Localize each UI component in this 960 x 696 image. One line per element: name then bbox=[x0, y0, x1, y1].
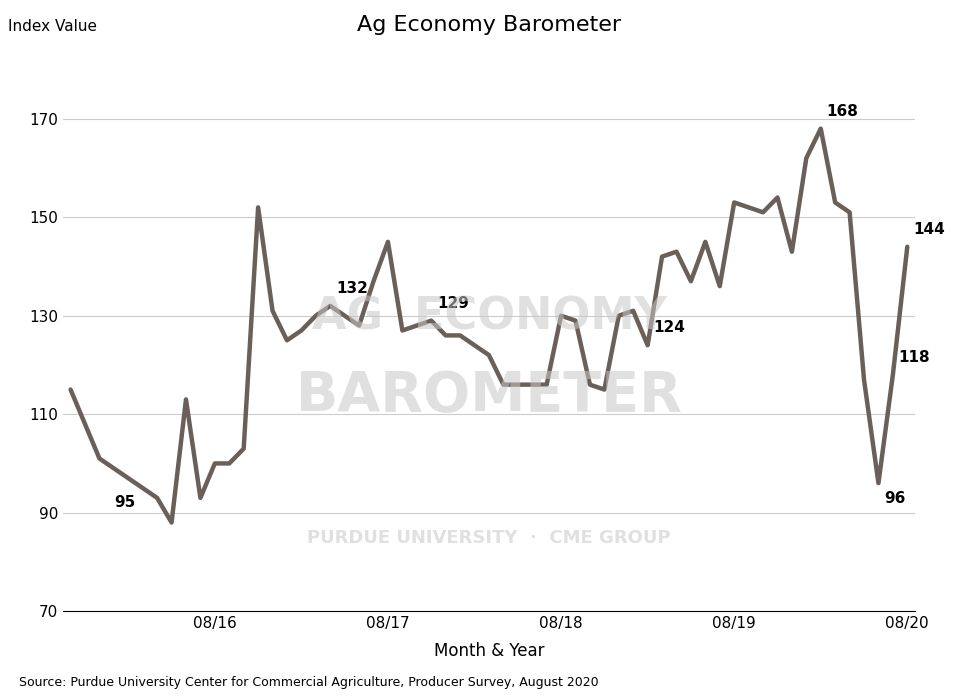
Text: 132: 132 bbox=[336, 281, 368, 296]
Text: 95: 95 bbox=[114, 496, 135, 510]
Title: Ag Economy Barometer: Ag Economy Barometer bbox=[357, 15, 621, 35]
Text: 124: 124 bbox=[654, 320, 685, 335]
Text: 129: 129 bbox=[437, 296, 468, 311]
Text: 168: 168 bbox=[827, 104, 858, 119]
Text: BAROMETER: BAROMETER bbox=[296, 369, 683, 423]
Text: PURDUE UNIVERSITY  ·  CME GROUP: PURDUE UNIVERSITY · CME GROUP bbox=[307, 528, 671, 546]
Text: Index Value: Index Value bbox=[8, 19, 97, 33]
Text: 96: 96 bbox=[884, 491, 905, 505]
X-axis label: Month & Year: Month & Year bbox=[434, 642, 544, 660]
Text: Source: Purdue University Center for Commercial Agriculture, Producer Survey, Au: Source: Purdue University Center for Com… bbox=[19, 676, 599, 689]
Text: 118: 118 bbox=[899, 350, 930, 365]
Text: 144: 144 bbox=[913, 222, 945, 237]
Text: AG  ECONOMY: AG ECONOMY bbox=[312, 295, 666, 338]
